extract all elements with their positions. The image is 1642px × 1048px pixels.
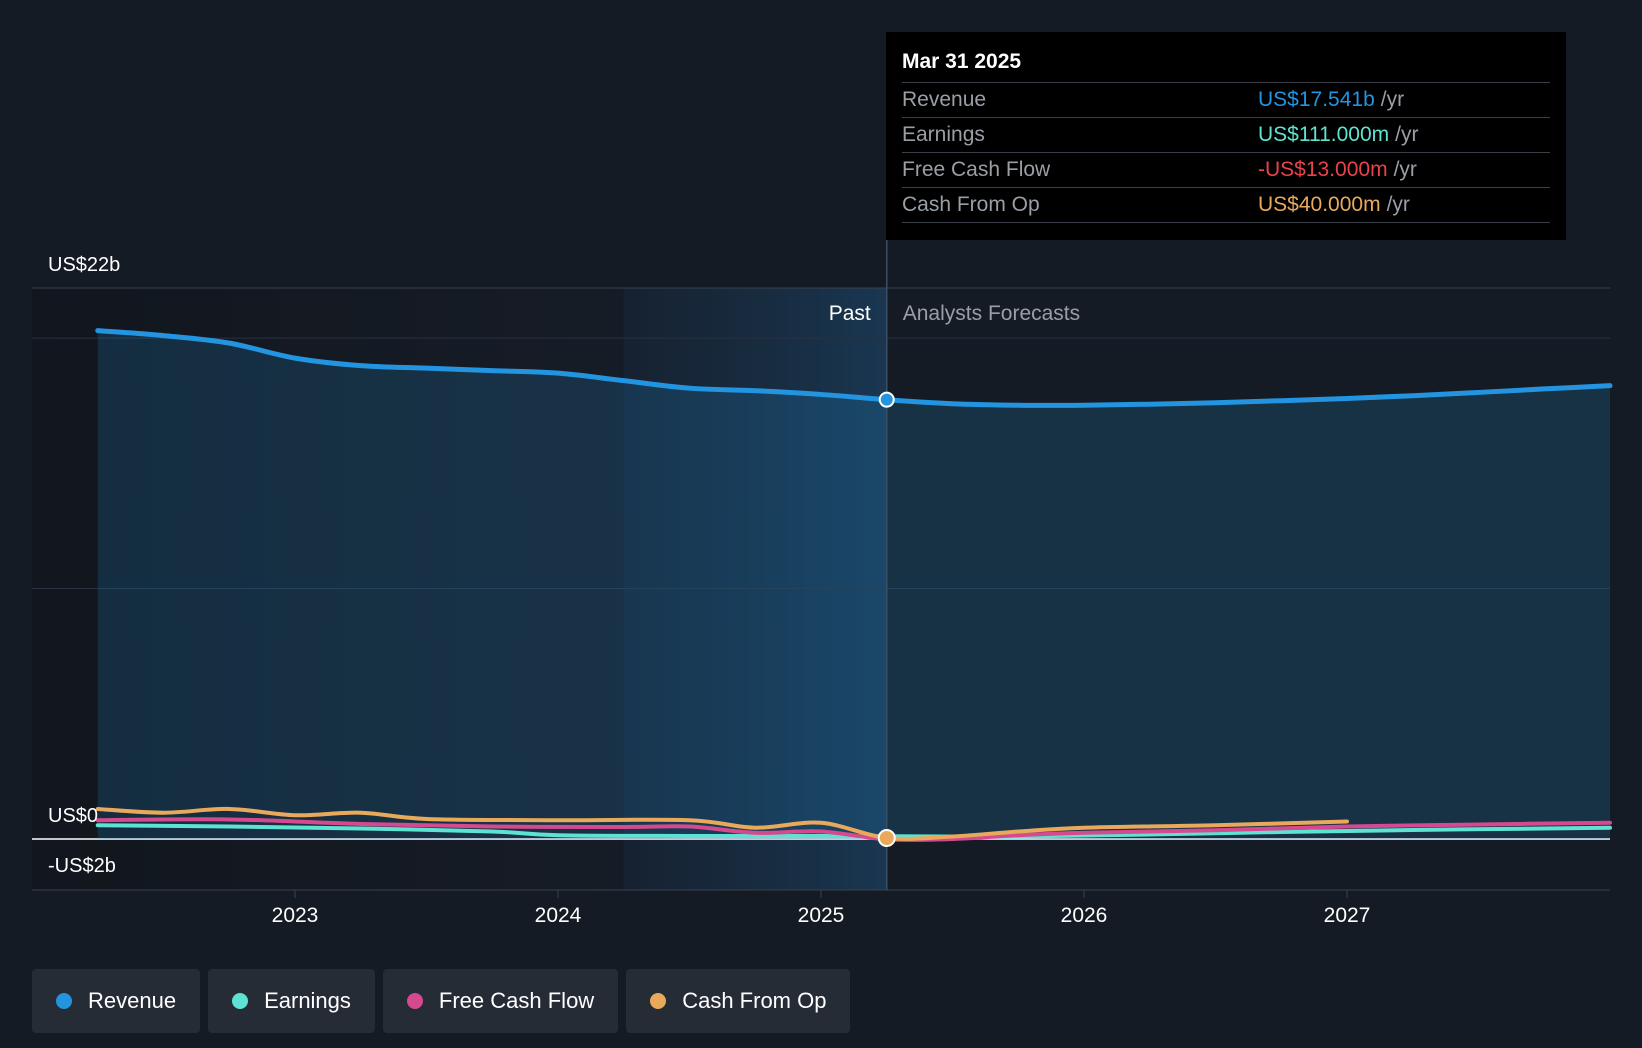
tooltip-row-label: Free Cash Flow [902, 158, 1051, 181]
x-axis-ticks: 2023 2024 2025 2026 2027 [272, 890, 1371, 927]
tooltip-row: Cash From Op US$40.000m/yr [902, 188, 1550, 223]
legend-dot-icon [406, 993, 423, 1009]
legend-item-revenue[interactable]: Revenue [32, 969, 201, 1033]
legend-item-cash-from-op[interactable]: Cash From Op [626, 969, 851, 1033]
x-tick-label: 2027 [1324, 904, 1371, 927]
free-cash-flow-line [95, 817, 1612, 842]
legend-label: Free Cash Flow [438, 988, 595, 1013]
tooltip-row: Revenue US$17.541b/yr [902, 83, 1550, 118]
x-tick-label: 2024 [535, 904, 582, 927]
x-tick-label: 2023 [272, 904, 319, 927]
tooltip-row-value: US$111.000m [1258, 123, 1390, 146]
cash-from-op-line [95, 806, 1349, 841]
revenue-area [97, 330, 1610, 839]
tooltip-row-unit: /yr [1393, 158, 1417, 181]
tooltip-row-unit: /yr [1386, 193, 1410, 216]
forecast-label: Analysts Forecasts [903, 302, 1080, 325]
y-axis-zero-label: US$0 [48, 805, 98, 827]
tooltip-row-value: US$40.000m [1258, 193, 1381, 216]
tooltip-markers [877, 391, 896, 847]
legend-item-free-cash-flow[interactable]: Free Cash Flow [382, 969, 619, 1033]
tooltip-row-label: Cash From Op [902, 193, 1040, 216]
x-tick-label: 2025 [798, 904, 845, 927]
legend-dot-icon [56, 993, 72, 1009]
tooltip-row-value: US$17.541b [1258, 88, 1375, 111]
y-axis-bottom-label: -US$2b [48, 855, 116, 877]
cash-from-op-marker [877, 828, 896, 847]
tooltip-row: Free Cash Flow -US$13.000m/yr [902, 153, 1550, 188]
legend-dot-icon [232, 993, 249, 1009]
tooltip-row-unit: /yr [1380, 88, 1405, 111]
tooltip-row: Earnings US$111.000m/yr [902, 118, 1550, 153]
tooltip-row-label: Revenue [902, 88, 987, 111]
tooltip-date: Mar 31 2025 [902, 46, 1550, 83]
y-axis-top-label: US$22b [48, 254, 120, 276]
x-tick-label: 2026 [1061, 904, 1108, 927]
revenue-line [95, 328, 1613, 408]
series-areas [97, 330, 1610, 839]
past-label: Past [829, 302, 871, 325]
legend: Revenue Earnings Free Cash Flow Cash From O… [32, 969, 851, 1033]
revenue-marker [878, 391, 895, 408]
legend-label: Revenue [88, 988, 177, 1013]
series-lines [95, 328, 1613, 842]
legend-label: Earnings [264, 988, 351, 1013]
legend-label: Cash From Op [682, 988, 827, 1013]
tooltip: Mar 31 2025 Revenue US$17.541b/yr Earnings… [886, 32, 1566, 240]
tooltip-row-value: -US$13.000m [1258, 158, 1388, 181]
legend-item-earnings[interactable]: Earnings [208, 969, 375, 1033]
tooltip-rows: Revenue US$17.541b/yr Earnings US$111.000m /… [902, 83, 1550, 223]
legend-dot-icon [650, 993, 667, 1009]
tooltip-row-unit: /yr [1395, 123, 1419, 146]
tooltip-row-label: Earnings [902, 123, 985, 146]
